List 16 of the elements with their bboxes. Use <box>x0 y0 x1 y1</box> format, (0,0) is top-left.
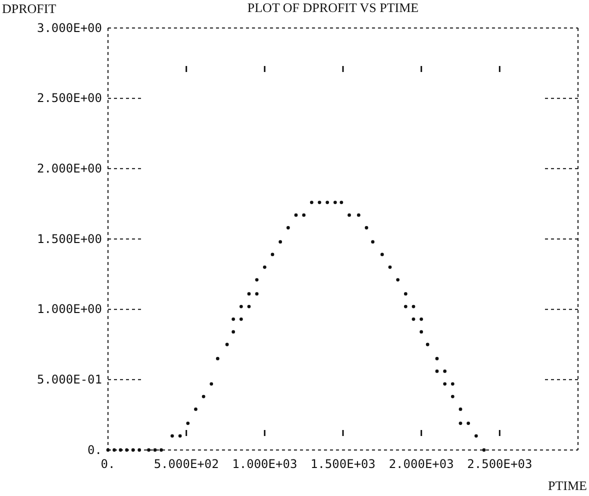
y-tick-label: 0. <box>88 442 102 457</box>
y-tick-label: 2.000E+00 <box>36 162 102 176</box>
x-tick-label: 1.500E+03 <box>310 457 376 471</box>
x-tick-label: 2.500E+03 <box>467 457 532 471</box>
y-tick-label: 2.500E+00 <box>36 91 102 106</box>
y-tick-label: 5.000E-01 <box>36 372 102 387</box>
y-tick-label: 3.000E+00 <box>36 20 102 35</box>
chart-title: PLOT OF DPROFIT VS PTIME <box>247 0 419 15</box>
x-tick-label: 0. <box>100 457 116 471</box>
y-tick-label: 1.500E+00 <box>36 232 102 246</box>
y-axis-title: DPROFIT <box>2 1 56 16</box>
x-tick-label: 1.000E+03 <box>232 457 298 471</box>
x-axis-title: PTIME <box>548 478 588 493</box>
x-tick-label: 2.000E+03 <box>388 457 454 471</box>
x-tick-label: 5.000E+02 <box>154 457 219 471</box>
y-tick-label: 1.000E+00 <box>36 302 102 316</box>
